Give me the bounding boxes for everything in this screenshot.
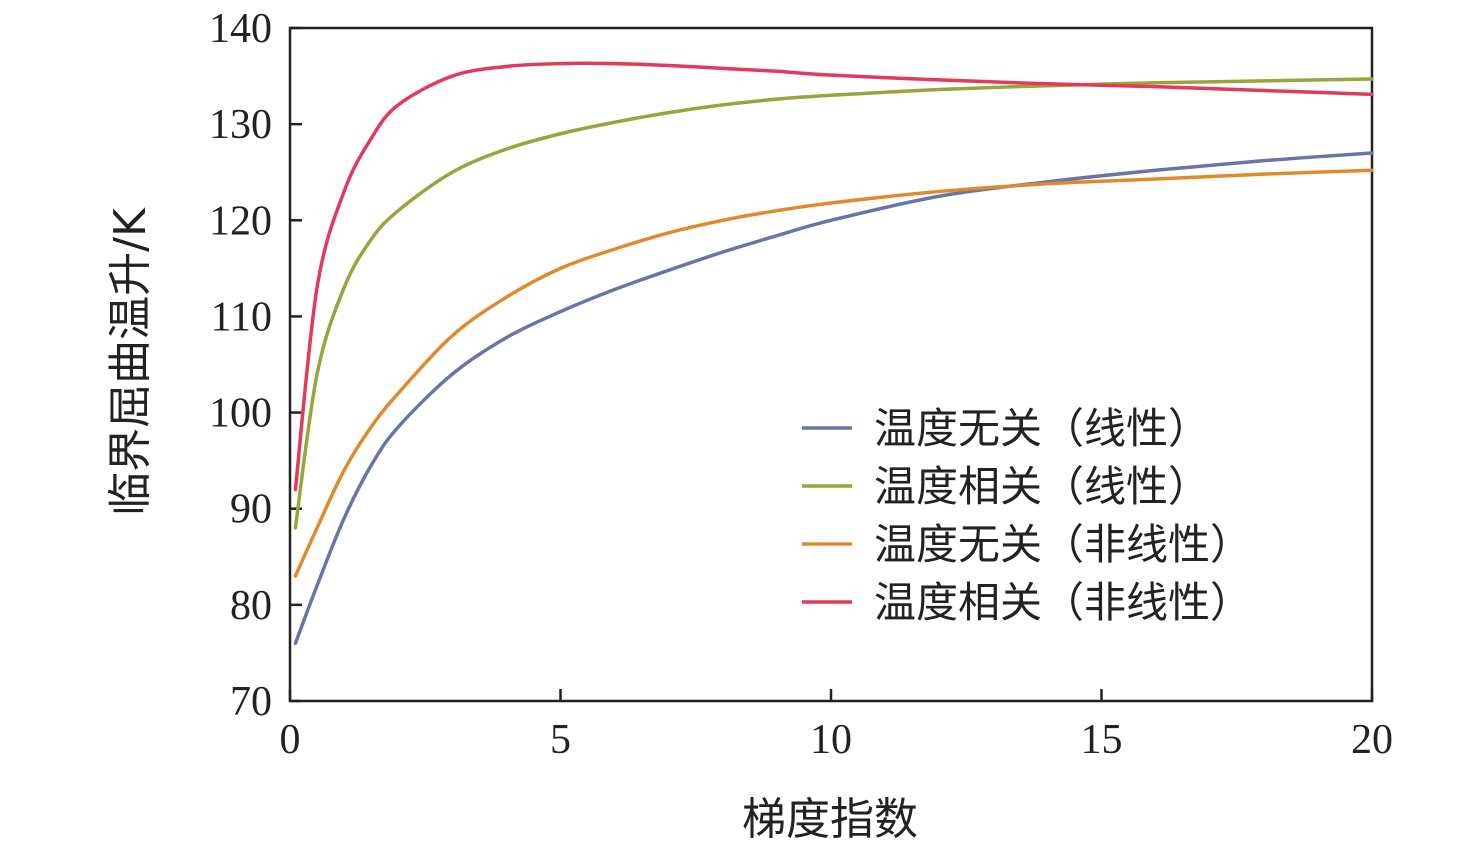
legend: 温度无关（线性） 温度相关（线性） 温度无关（非线性） 温度相关（非线性） — [802, 404, 1252, 627]
x-tick-label: 0 — [280, 717, 301, 763]
y-tick-label: 120 — [209, 198, 272, 244]
y-tick-label: 110 — [211, 294, 272, 340]
x-tick-label: 5 — [550, 717, 571, 763]
x-tick-label: 20 — [1351, 717, 1393, 763]
series-line-3 — [293, 168, 1374, 578]
axes: 0 5 10 15 20 70 80 90 100 110 120 130 140 — [209, 6, 1393, 763]
series-line-4 — [293, 61, 1374, 492]
legend-label-4: 温度相关（非线性） — [874, 578, 1252, 627]
legend-label-2: 温度相关（线性） — [874, 462, 1210, 511]
y-axis-title: 临界屈曲温升/K — [105, 207, 156, 516]
series-line-2 — [293, 77, 1374, 530]
legend-label-3: 温度无关（非线性） — [874, 520, 1252, 569]
y-tick-label: 130 — [209, 102, 272, 148]
y-tick-label: 80 — [230, 583, 272, 629]
y-tick-label: 90 — [230, 487, 272, 533]
x-axis-title: 梯度指数 — [742, 794, 918, 845]
series-line-1 — [293, 151, 1374, 646]
series-layer — [293, 61, 1374, 646]
x-tick-label: 10 — [810, 717, 852, 763]
y-tick-label: 140 — [209, 6, 272, 52]
legend-label-1: 温度无关（线性） — [874, 404, 1210, 453]
x-tick-label: 15 — [1081, 717, 1123, 763]
y-tick-label: 100 — [209, 391, 272, 437]
y-tick-label: 70 — [230, 679, 272, 725]
